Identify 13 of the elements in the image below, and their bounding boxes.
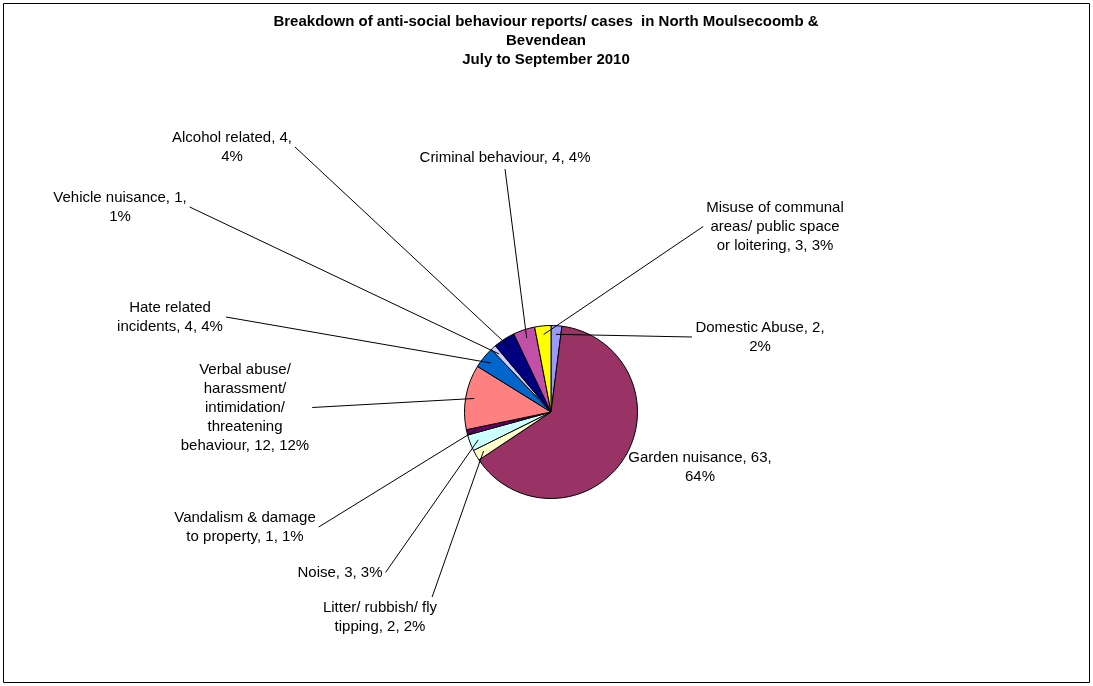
slice-label: Noise, 3, 3% (297, 562, 383, 580)
slice-label: Domestic Abuse, 2, 2% (695, 317, 825, 354)
slice-label: Garden nuisance, 63, 64% (628, 447, 772, 484)
slice-label: Alcohol related, 4, 4% (171, 127, 293, 164)
slice-label: Verbal abuse/ harassment/ intimidation/ threatening behaviour, 12, 12% (180, 359, 310, 453)
slice-label: Vehicle nuisance, 1, 1% (53, 187, 187, 224)
chart-subtitle: July to September 2010 (462, 49, 630, 67)
slice-label: Hate related incidents, 4, 4% (117, 297, 223, 334)
chart-title: Breakdown of anti-social behaviour reports/ cases in North Moulsecoomb & Bevendean (273, 11, 819, 48)
slice-label: Litter/ rubbish/ fly tipping, 2, 2% (322, 597, 438, 634)
slice-label: Misuse of communal areas/ public space or loitering, 3, 3% (706, 197, 844, 253)
slice-label: Vandalism & damage to property, 1, 1% (174, 507, 316, 544)
slice-label: Criminal behaviour, 4, 4% (419, 147, 591, 165)
